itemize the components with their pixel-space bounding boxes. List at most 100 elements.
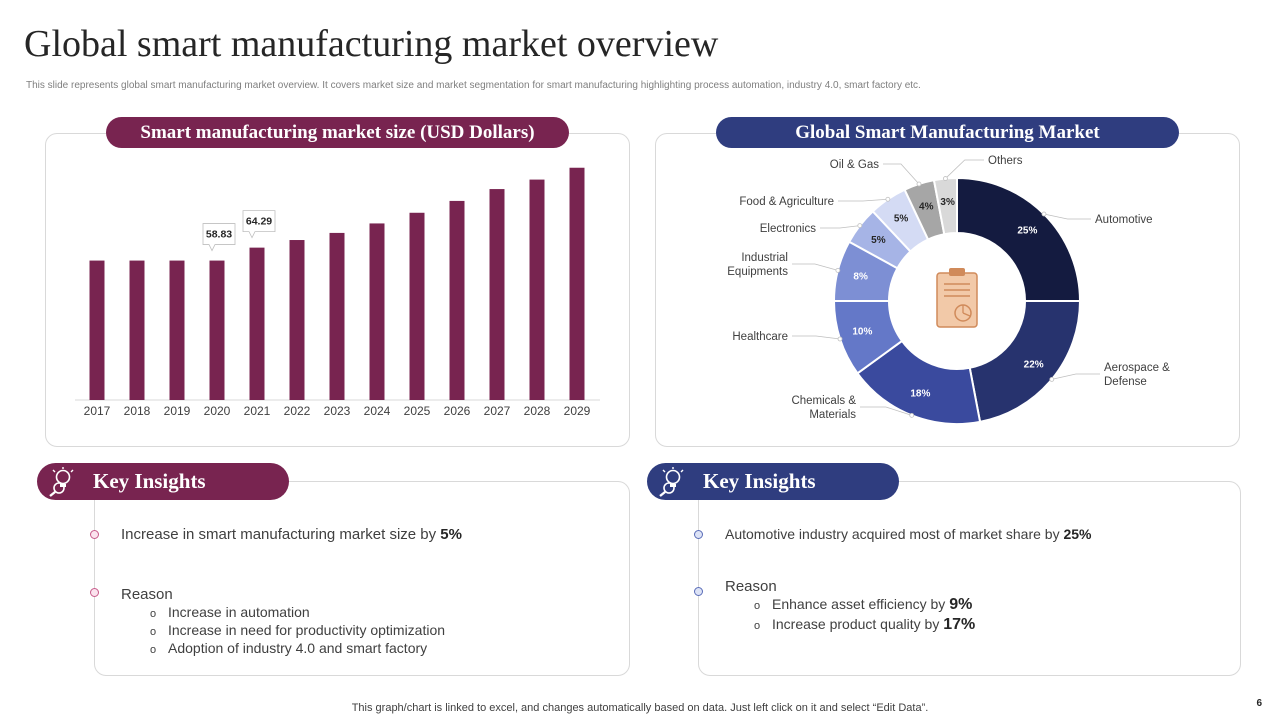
slice-category-line: Aerospace & [1104,362,1170,374]
leader-dot [916,181,922,187]
leader-line [792,263,838,271]
list-item: o Increase in need for productivity optim… [150,622,446,638]
insight-left-reason-label: Reason [121,586,173,603]
data-label-callout [242,210,276,239]
bar-chart[interactable]: 2017 2018 2019 2020 2021 2022 2023 2024 2025 2026… [45,133,630,447]
leader-dot [837,336,843,342]
leader-line [838,198,888,202]
leader-line [883,163,920,185]
leader-line [945,159,984,179]
slice-category-label: Automotive [1095,214,1153,226]
insights-right-header: Key Insights [647,463,899,500]
insights-left-title: Key Insights [93,469,206,493]
list-item: o Enhance asset efficiency by 9% [754,596,973,613]
bar-2023 [329,232,345,400]
x-tick-label: 2022 [284,404,311,418]
slice-category-label: Oil & Gas [830,159,879,171]
bar-chart-header: Smart manufacturing market size (USD Dol… [106,117,569,148]
bar-2017 [89,260,105,400]
slice-value-label: 3% [940,197,955,208]
leader-line [792,335,841,340]
slice-category-label: Food & Agriculture [739,196,834,208]
bar-2019 [169,260,185,400]
insight-right-reason-label: Reason [725,578,777,595]
slice-value-label: 18% [910,389,930,400]
bar-2021 [249,247,265,400]
x-tick-label: 2025 [404,404,431,418]
slice-value-label: 8% [853,271,868,282]
leader-line [1043,213,1091,220]
bar-2018 [129,260,145,400]
leader-dot [943,176,948,181]
x-tick-label: 2028 [524,404,551,418]
leader-line [1051,373,1100,380]
slice-category-label: Healthcare [732,331,788,343]
leader-line [860,406,912,416]
slice-category-line: Industrial [741,252,788,264]
x-tick-label: 2026 [444,404,471,418]
x-tick-label: 2017 [84,404,111,418]
insights-left-panel [94,481,630,676]
leader-dot [885,196,891,202]
data-label: 64.29 [246,216,272,228]
slice-value-label: 10% [852,327,872,338]
list-item: o Increase in automation [150,604,310,620]
bullet [90,588,99,597]
x-tick-label: 2020 [204,404,231,418]
slice-category-line: Oil & Gas [830,159,879,171]
page-number: 6 [1256,698,1262,709]
slice-category-label: Aerospace & Defense [1104,362,1170,388]
slice-category-label: Industrial Equipments [727,252,788,278]
leader-dot [1049,377,1055,382]
data-label: 58.83 [206,229,232,241]
donut-chart[interactable]: 25% Automotive 22% Aerospace & Defense 18% Che… [655,133,1240,447]
insight-left-point1: Increase in smart manufacturing market s… [121,526,462,543]
slice-category-line: Electronics [760,223,816,235]
slice-category-line: Materials [809,409,856,421]
page-subtitle: This slide represents global smart manuf… [26,80,921,91]
leader-dot [909,412,915,418]
bar-2024 [369,223,385,400]
footer-note: This graph/chart is linked to excel, and… [351,702,929,714]
x-tick-label: 2023 [324,404,351,418]
leader-dot [835,268,841,273]
bar-2028 [529,179,545,400]
slice-category-label: Electronics [760,223,816,235]
slice-category-line: Automotive [1095,214,1153,226]
insight-right-point1: Automotive industry acquired most of mar… [725,526,1092,542]
x-tick-label: 2021 [244,404,271,418]
x-tick-label: 2019 [164,404,191,418]
bar-2020 [209,260,225,400]
slice-category-line: Others [988,155,1023,167]
data-label-callout [202,223,236,252]
bar-2026 [449,200,465,400]
list-item: o Adoption of industry 4.0 and smart fact… [150,640,428,656]
slice-category-line: Healthcare [732,331,788,343]
bar-2027 [489,189,505,400]
page-title: Global smart manufacturing market overvi… [24,23,719,65]
slice-value-label: 5% [871,235,886,246]
x-tick-label: 2018 [124,404,151,418]
slice-value-label: 25% [1017,226,1037,237]
bullet [90,530,99,539]
bullet [694,530,703,539]
leader-line [820,225,860,229]
list-item: o Increase product quality by 17% [754,616,976,633]
insights-right-title: Key Insights [703,469,816,493]
insights-left-header: Key Insights [37,463,289,500]
donut-chart-header: Global Smart Manufacturing Market [716,117,1179,148]
donut-slice-1 [968,300,1082,423]
insights-right-panel [698,481,1241,676]
slice-value-label: 22% [1024,359,1044,370]
slice-category-line: Chemicals & [791,395,856,407]
slice-category-label: Chemicals & Materials [791,395,856,421]
donut-slice-8 [932,176,958,236]
donut-slice-0 [956,176,1082,302]
leader-dot [1041,211,1047,217]
slice-value-label: 5% [894,214,909,225]
bar-2022 [289,240,305,400]
clipboard-pie-icon [936,268,978,328]
leader-dot [857,223,863,229]
bar-2029 [569,167,585,400]
slice-category-label: Others [988,155,1023,167]
